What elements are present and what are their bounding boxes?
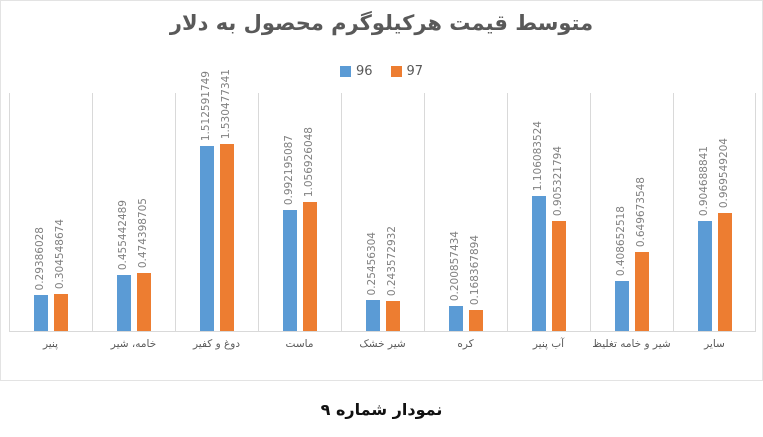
bar-value-label: 0.904688841: [698, 145, 710, 216]
gridline: [590, 93, 591, 331]
x-axis-label: آب پنیر: [532, 338, 565, 350]
caption-area: نمودار شماره ۹: [0, 381, 763, 437]
bar-value-label: 0.905321794: [552, 145, 564, 216]
chart-caption: نمودار شماره ۹: [320, 399, 443, 419]
legend-label-97: 97: [406, 64, 424, 79]
bar-value-label: 0.474398705: [137, 197, 149, 268]
bar-series-97: [303, 202, 317, 331]
bar-series-97: [552, 221, 566, 331]
legend-item-96: 96: [339, 64, 373, 79]
gridline: [92, 93, 93, 331]
bar-value-label: 1.512591749: [200, 70, 212, 141]
bar-series-97: [137, 273, 151, 331]
legend-item-97: 97: [390, 64, 424, 79]
bar-value-label: 0.25456304: [366, 231, 378, 295]
bar-series-97: [54, 294, 68, 331]
bar-value-label: 0.649673548: [635, 176, 647, 247]
bar-group-2: 0.455442489 0.474398705: [92, 93, 175, 331]
bar-series-97: [718, 213, 732, 331]
bar-series-96: [283, 210, 297, 331]
bar-group-6: 0.200857434 0.168367894: [424, 93, 507, 331]
bar-series-96: [615, 281, 629, 331]
bar-group-4: 0.992195087 1.056926048: [258, 93, 341, 331]
gridline: [9, 93, 10, 331]
gridline: [673, 93, 674, 331]
plot-area: 0.29386028 0.304548674 0.455442489 0.474398…: [9, 69, 756, 332]
bar-series-96: [117, 275, 131, 331]
bar-group-1: 0.29386028 0.304548674: [9, 93, 92, 331]
bar-value-label: 0.200857434: [449, 230, 461, 301]
gridline: [755, 93, 756, 331]
gridline: [175, 93, 176, 331]
bar-series-97: [469, 310, 483, 331]
x-axis-label: شیر و خامه تغلیظ: [592, 338, 671, 350]
chart-area: متوسط قیمت هرکیلوگرم محصول به دلار 96 97…: [0, 0, 763, 381]
bar-group-7: 1.106083524 0.905321794: [507, 93, 590, 331]
x-axis-label: سایر: [704, 338, 725, 350]
chart-legend: 96 97: [1, 64, 762, 79]
bar-series-96: [449, 306, 463, 331]
bar-value-label: 1.530477341: [220, 68, 232, 139]
bar-group-3: 1.512591749 1.530477341: [175, 69, 258, 331]
x-axis-label: خامه، شیر: [110, 338, 157, 350]
bar-series-97: [635, 252, 649, 331]
bar-value-label: 0.408652518: [615, 205, 627, 276]
bar-value-label: 0.29386028: [34, 226, 46, 290]
x-axis-label: ماست: [285, 338, 314, 350]
bar-series-96: [532, 196, 546, 331]
x-axis-label: دوغ و کفیر: [192, 338, 241, 350]
x-axis-label: کره: [457, 338, 474, 350]
bar-group-9: 0.904688841 0.969549204: [673, 93, 756, 331]
bar-group-8: 0.408652518 0.649673548: [590, 93, 673, 331]
bar-series-97: [220, 144, 234, 331]
gridline: [258, 93, 259, 331]
bar-series-97: [386, 301, 400, 331]
bar-series-96: [34, 295, 48, 331]
x-axis-line: [9, 331, 756, 332]
legend-swatch-97: [390, 66, 402, 77]
bar-value-label: 0.243572932: [386, 225, 398, 296]
bar-series-96: [366, 300, 380, 331]
chart-title: متوسط قیمت هرکیلوگرم محصول به دلار: [169, 11, 594, 35]
x-axis-labels: پنیر خامه، شیر دوغ و کفیر ماست شیر خشک کره آب …: [9, 337, 756, 351]
bar-value-label: 0.304548674: [54, 218, 66, 289]
gridline: [341, 93, 342, 331]
bar-value-label: 0.992195087: [283, 134, 295, 205]
bar-groups: 0.29386028 0.304548674 0.455442489 0.474398…: [9, 69, 756, 331]
bar-group-5: 0.25456304 0.243572932: [341, 93, 424, 331]
bar-series-96: [698, 221, 712, 331]
x-axis-label: شیر خشک: [359, 338, 406, 350]
bar-value-label: 1.106083524: [532, 120, 544, 191]
bar-value-label: 1.056926048: [303, 126, 315, 197]
gridline: [424, 93, 425, 331]
x-axis-label: پنیر: [42, 338, 59, 350]
legend-swatch-96: [339, 66, 351, 77]
legend-label-96: 96: [355, 64, 373, 79]
bar-series-96: [200, 146, 214, 331]
bar-value-label: 0.455442489: [117, 199, 129, 270]
bar-value-label: 0.168367894: [469, 234, 481, 305]
bar-value-label: 0.969549204: [718, 137, 730, 208]
gridline: [507, 93, 508, 331]
